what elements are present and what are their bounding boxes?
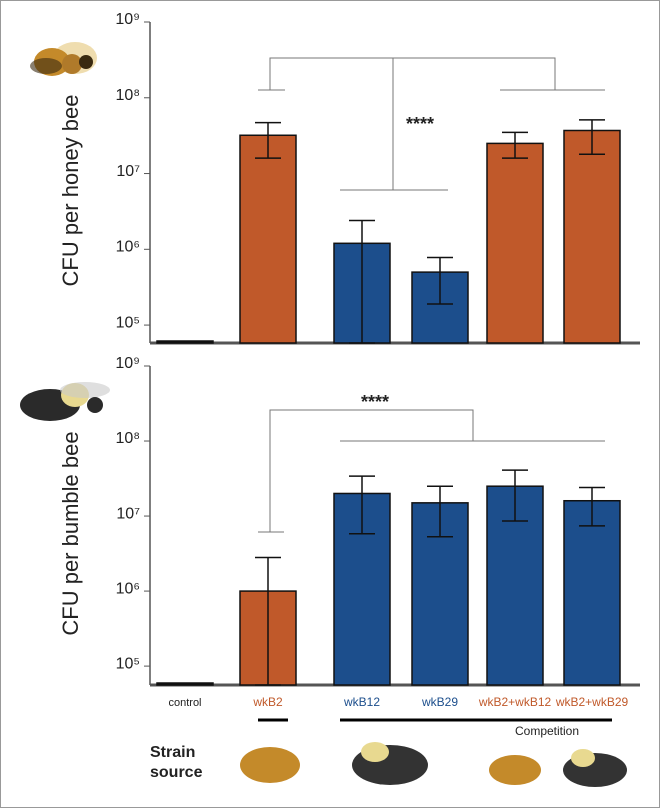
x-tick-label: control bbox=[168, 697, 201, 709]
y-tick-label: 10⁶ bbox=[116, 239, 140, 256]
y-tick-label: 10⁹ bbox=[115, 355, 140, 372]
significance-label: **** bbox=[361, 392, 389, 412]
bar bbox=[563, 129, 621, 344]
error-bar bbox=[255, 121, 281, 159]
significance-label: **** bbox=[406, 114, 434, 134]
x-tick-label: wkB2 bbox=[252, 695, 283, 709]
error-bar bbox=[502, 469, 528, 522]
y-tick-label: 10⁷ bbox=[116, 505, 140, 522]
y-tick-label: 10⁷ bbox=[116, 163, 140, 180]
significance-bracket bbox=[258, 57, 605, 533]
bumble-bee-icon bbox=[20, 382, 110, 421]
y-tick-label: 10⁵ bbox=[116, 314, 140, 331]
honey-bee-icon bbox=[30, 42, 97, 76]
bar bbox=[156, 340, 214, 344]
x-tick-label: wkB29 bbox=[421, 695, 458, 709]
x-tick-label: wkB12 bbox=[343, 695, 380, 709]
error-bar bbox=[349, 219, 375, 344]
error-bar bbox=[502, 131, 528, 159]
y-axis-label: CFU per bumble bee bbox=[58, 431, 83, 635]
error-bar bbox=[427, 256, 453, 305]
competition-label: Competition bbox=[515, 724, 579, 738]
error-bar bbox=[255, 556, 281, 686]
y-tick-label: 10⁶ bbox=[116, 580, 140, 597]
error-bar bbox=[579, 486, 605, 527]
error-bar bbox=[427, 485, 453, 538]
bar bbox=[156, 682, 214, 686]
y-tick-label: 10⁸ bbox=[115, 87, 140, 104]
strain-source-label: Strain bbox=[150, 744, 195, 761]
y-tick-label: 10⁸ bbox=[115, 430, 140, 447]
x-tick-label: wkB2+wkB12 bbox=[478, 695, 552, 709]
error-bar bbox=[579, 119, 605, 155]
bar bbox=[239, 134, 297, 344]
y-axis-label: CFU per honey bee bbox=[58, 95, 83, 287]
error-bar bbox=[349, 475, 375, 535]
y-tick-label: 10⁵ bbox=[116, 655, 140, 672]
bar bbox=[563, 499, 621, 686]
source-bee-icons bbox=[240, 742, 627, 787]
y-tick-label: 10⁹ bbox=[115, 11, 140, 28]
strain-source-label: source bbox=[150, 764, 203, 781]
x-tick-label: wkB2+wkB29 bbox=[555, 695, 629, 709]
bar bbox=[486, 142, 544, 344]
